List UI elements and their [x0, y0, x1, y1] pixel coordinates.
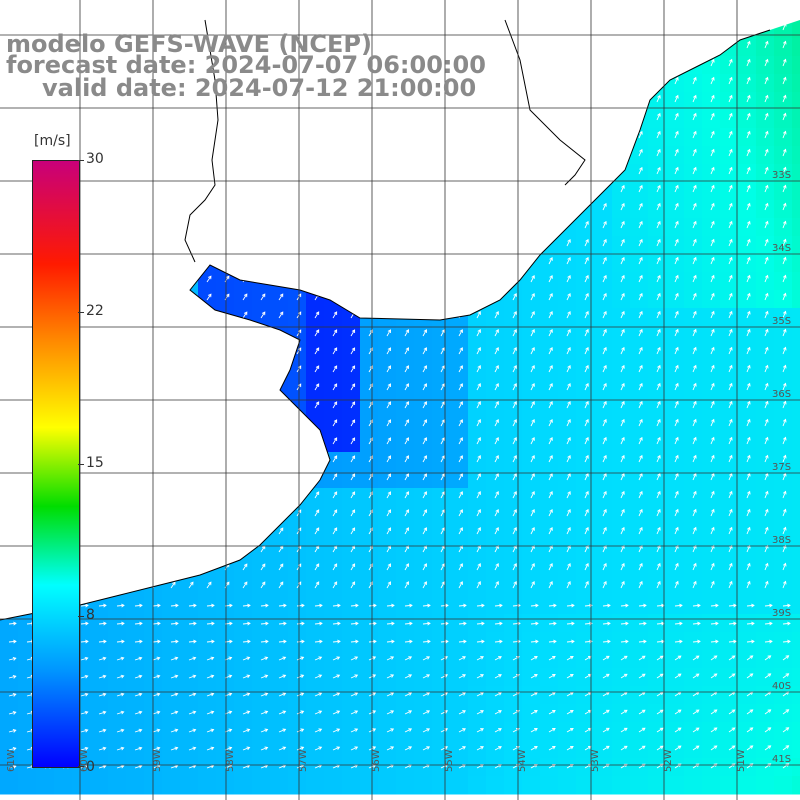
lon-label: 58W: [225, 749, 236, 772]
lon-label: 52W: [663, 749, 674, 772]
lon-label: 57W: [298, 749, 309, 772]
lat-label: 39S: [772, 608, 791, 619]
lat-label: 35S: [772, 316, 791, 327]
lon-label: 59W: [152, 749, 163, 772]
lon-label: 53W: [590, 749, 601, 772]
lat-label: 33S: [772, 170, 791, 181]
lon-label: 60W: [79, 749, 90, 772]
colorbar-tickmark: [78, 464, 84, 465]
colorbar-tickmark: [78, 160, 84, 161]
colorbar-tickmark: [78, 616, 84, 617]
lat-label: 40S: [772, 681, 791, 692]
forecast-date: forecast date: 2024-07-07 06:00:00: [6, 51, 486, 79]
lat-label: 36S: [772, 389, 791, 400]
colorbar-unit: [m/s]: [34, 133, 71, 149]
lon-label: 51W: [736, 749, 747, 772]
colorbar-tickmark: [78, 766, 84, 767]
model-title: modelo GEFS-WAVE (NCEP): [6, 30, 372, 58]
lon-label: 55W: [444, 749, 455, 772]
lat-label: 41S: [772, 754, 791, 765]
lat-label: 34S: [772, 243, 791, 254]
lat-label: 38S: [772, 535, 791, 546]
colorbar-tick-30: 30: [86, 151, 104, 167]
colorbar: [32, 160, 80, 768]
lon-label: 61W: [6, 749, 17, 772]
lat-label: 37S: [772, 462, 791, 473]
colorbar-tick-8: 8: [86, 607, 95, 623]
lon-label: 54W: [517, 749, 528, 772]
colorbar-tickmark: [78, 312, 84, 313]
lon-label: 56W: [371, 749, 382, 772]
colorbar-tick-22: 22: [86, 303, 104, 319]
valid-date: valid date: 2024-07-12 21:00:00: [42, 74, 477, 102]
colorbar-tick-15: 15: [86, 455, 104, 471]
colorbar-tick-0: 0: [86, 759, 95, 775]
